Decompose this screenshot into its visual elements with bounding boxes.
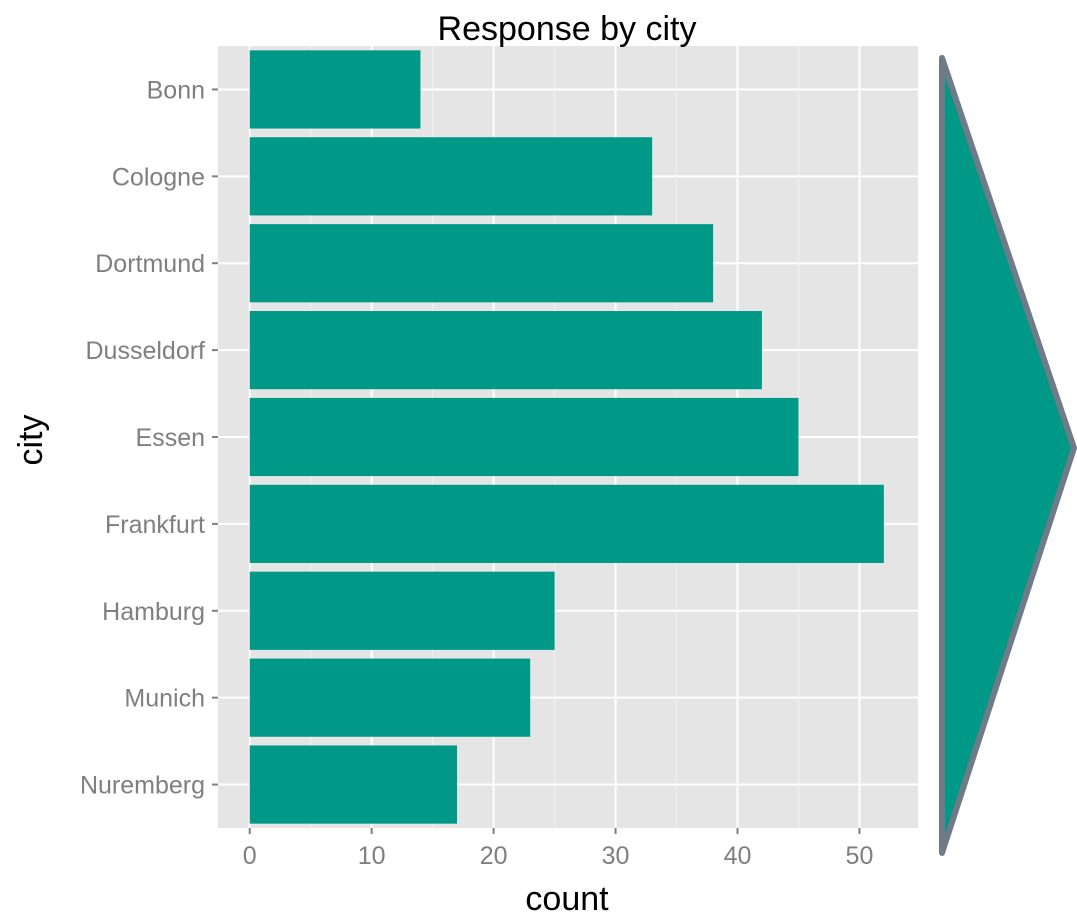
bar-frankfurt	[249, 484, 884, 563]
x-tick-label: 50	[846, 842, 874, 870]
bar-munich	[249, 658, 531, 737]
bar-nuremberg	[249, 745, 458, 824]
y-tick-label: Hamburg	[102, 598, 205, 626]
bar-hamburg	[249, 571, 555, 650]
y-tick-label: Dusseldorf	[86, 337, 206, 365]
y-tick-label: Frankfurt	[105, 511, 205, 539]
bar-cologne	[249, 137, 653, 216]
x-tick-label: 10	[358, 842, 386, 870]
x-axis-title: count	[525, 880, 609, 913]
bar-dortmund	[249, 224, 714, 303]
y-tick-label: Dortmund	[95, 250, 205, 278]
y-tick-label: Munich	[124, 685, 205, 713]
x-tick-label: 0	[243, 842, 257, 870]
bar-essen	[249, 397, 799, 477]
x-tick-label: 20	[480, 842, 508, 870]
bar-bonn	[249, 50, 421, 129]
x-tick-label: 40	[724, 842, 752, 870]
y-tick-label: Nuremberg	[80, 772, 205, 800]
chevron-right-arrow-icon	[939, 55, 1077, 856]
axes: Bonn Cologne Dortmund Dusseldorf Essen Frankf…	[80, 76, 873, 870]
y-axis-title: city	[12, 415, 50, 466]
bars	[249, 50, 884, 824]
y-tick-label: Essen	[136, 424, 205, 452]
bar-dusseldorf	[249, 311, 762, 390]
x-tick-label: 30	[602, 842, 630, 870]
y-tick-label: Cologne	[112, 163, 205, 191]
y-tick-label: Bonn	[147, 76, 205, 104]
chart-title: Response by city	[438, 10, 697, 48]
